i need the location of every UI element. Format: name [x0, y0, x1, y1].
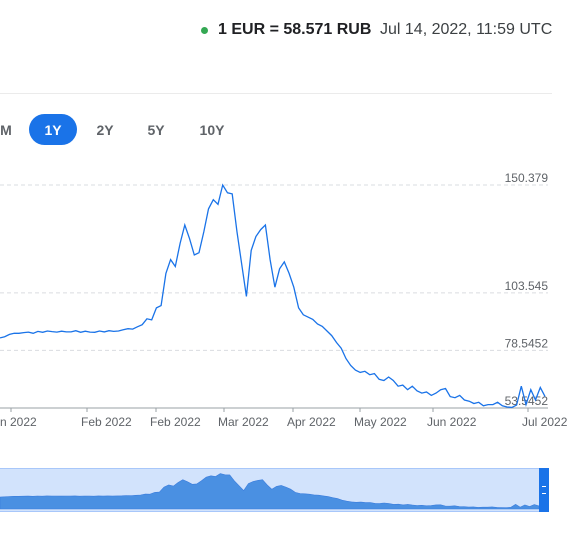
status-dot-icon [201, 27, 208, 34]
range-tab-10y[interactable]: 10Y [199, 121, 225, 138]
x-tick-label: Jun 2022 [427, 415, 477, 429]
rate-header: 1 EUR = 58.571 RUB Jul 14, 2022, 11:59 U… [0, 20, 573, 42]
range-tab-5y[interactable]: 5Y [147, 121, 165, 138]
grip-icon [542, 486, 546, 494]
x-tick-label: Jul 2022 [522, 415, 568, 429]
range-tab-1y[interactable]: 1Y [29, 114, 77, 145]
x-tick-label: Feb 2022 [81, 415, 132, 429]
rate-timestamp: Jul 14, 2022, 11:59 UTC [380, 21, 553, 38]
range-tab-2y[interactable]: 2Y [96, 121, 114, 138]
navigator-handle[interactable] [539, 468, 549, 512]
y-tick-label: 78.5452 [505, 336, 549, 350]
y-tick-label: 103.545 [505, 279, 549, 293]
range-tab-m[interactable]: M [0, 121, 12, 138]
x-tick-label: Apr 2022 [287, 415, 336, 429]
y-tick-label: 53.5452 [505, 394, 549, 408]
x-tick-label: May 2022 [354, 415, 407, 429]
x-tick-label: n 2022 [0, 415, 37, 429]
range-navigator[interactable] [0, 468, 549, 512]
divider [0, 93, 552, 94]
y-tick-label: 150.379 [505, 171, 549, 185]
x-tick-label: Feb 2022 [150, 415, 201, 429]
range-tabs: M 1Y 2Y 5Y 10Y [0, 114, 573, 146]
exchange-rate-chart[interactable]: 150.379 103.545 78.5452 53.5452 n 2022 Feb 20… [0, 160, 573, 440]
rate-line [0, 183, 546, 409]
exchange-rate: 1 EUR = 58.571 RUB [218, 21, 372, 38]
navigator-area [0, 473, 539, 510]
navigator-area-chart [0, 473, 539, 510]
x-tick-label: Mar 2022 [218, 415, 269, 429]
